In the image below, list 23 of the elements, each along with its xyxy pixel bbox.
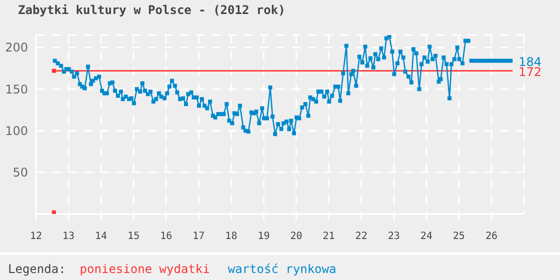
x-tick-label: 21 bbox=[322, 231, 335, 242]
x-tick-label: 17 bbox=[192, 231, 205, 242]
legend-title: Legenda: bbox=[8, 262, 66, 276]
text: poniesione wydatki bbox=[80, 262, 210, 276]
x-tick-label: 20 bbox=[290, 231, 302, 242]
x-tick-label: 24 bbox=[420, 231, 432, 242]
chart-title: Zabytki kultury w Polsce - (2012 rok) bbox=[18, 3, 286, 17]
y-tick-label: 50 bbox=[12, 166, 28, 180]
x-tick-label: 22 bbox=[355, 231, 368, 242]
x-tick-label: 15 bbox=[128, 231, 140, 242]
x-tick-label: 23 bbox=[388, 231, 400, 242]
x-tick-label: 18 bbox=[225, 231, 238, 242]
y-tick-label: 100 bbox=[5, 124, 28, 138]
x-tick-label: 16 bbox=[160, 231, 172, 242]
text: wartość rynkowa bbox=[228, 262, 336, 276]
x-tick-label: 26 bbox=[485, 231, 498, 242]
y-tick-label: 200 bbox=[5, 40, 28, 55]
x-tick-label: 19 bbox=[258, 231, 270, 242]
x-tick-label: 13 bbox=[62, 231, 75, 242]
x-tick-label: 25 bbox=[452, 231, 465, 242]
x-tick-label: 14 bbox=[95, 231, 108, 242]
y-tick-label: 150 bbox=[5, 82, 28, 96]
x-tick-label: 12 bbox=[30, 231, 42, 242]
